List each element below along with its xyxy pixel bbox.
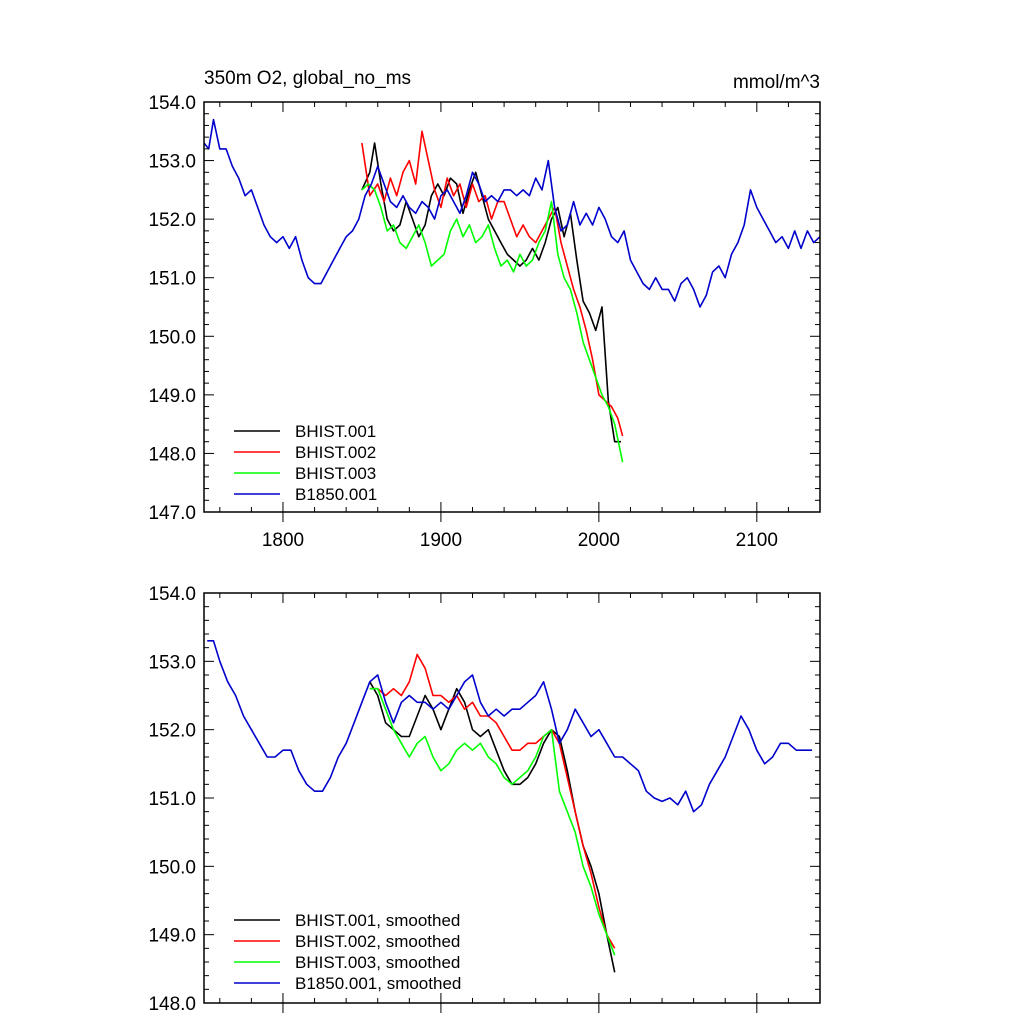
y-tick-label: 151.0 — [148, 789, 196, 810]
legend-label: BHIST.003, smoothed — [295, 953, 460, 972]
legend-label: B1850.001 — [295, 485, 377, 504]
legend-label: B1850.001, smoothed — [295, 974, 461, 993]
series-line-3 — [207, 639, 813, 813]
series-line-1 — [361, 130, 624, 437]
x-tick-label: 1900 — [420, 530, 462, 551]
y-tick-label: 151.0 — [148, 269, 196, 290]
y-tick-label: 148.0 — [148, 994, 196, 1015]
chart-title: 350m O2, global_no_ms — [204, 68, 411, 89]
y-tick-label: 153.0 — [148, 152, 196, 173]
x-tick-label: 2000 — [578, 530, 620, 551]
y-tick-label: 153.0 — [148, 652, 196, 673]
y-tick-label: 154.0 — [148, 93, 196, 114]
y-tick-label: 154.0 — [148, 584, 196, 605]
units-label: mmol/m^3 — [733, 72, 820, 93]
series-line-2 — [369, 687, 616, 956]
series-line-3 — [203, 118, 821, 308]
legend-label: BHIST.001 — [295, 422, 376, 441]
top-panel: 350m O2, global_no_ms mmol/m^3 147.0 148.… — [148, 68, 821, 551]
y-tick-label: 152.0 — [148, 721, 196, 742]
x-tick-label: 2100 — [736, 530, 778, 551]
y-tick-label: 149.0 — [148, 926, 196, 947]
y-tick-label: 149.0 — [148, 386, 196, 407]
y-tick-label: 150.0 — [148, 857, 196, 878]
x-tick-label: 1800 — [262, 530, 304, 551]
y-tick-label: 150.0 — [148, 327, 196, 348]
series-line-0 — [361, 142, 621, 443]
series-line-1 — [369, 653, 616, 949]
series-line-2 — [361, 183, 624, 463]
legend-label: BHIST.002, smoothed — [295, 932, 460, 951]
legend-label: BHIST.003 — [295, 464, 376, 483]
legend-label: BHIST.002 — [295, 443, 376, 462]
legend-label: BHIST.001, smoothed — [295, 911, 460, 930]
y-tick-label: 152.0 — [148, 210, 196, 231]
bottom-panel: 148.0 149.0 150.0 151.0 152.0 153.0 154.0 BHIS… — [148, 584, 821, 1015]
plot-frame — [203, 101, 821, 513]
y-tick-label: 148.0 — [148, 444, 196, 465]
y-tick-label: 147.0 — [148, 503, 196, 524]
